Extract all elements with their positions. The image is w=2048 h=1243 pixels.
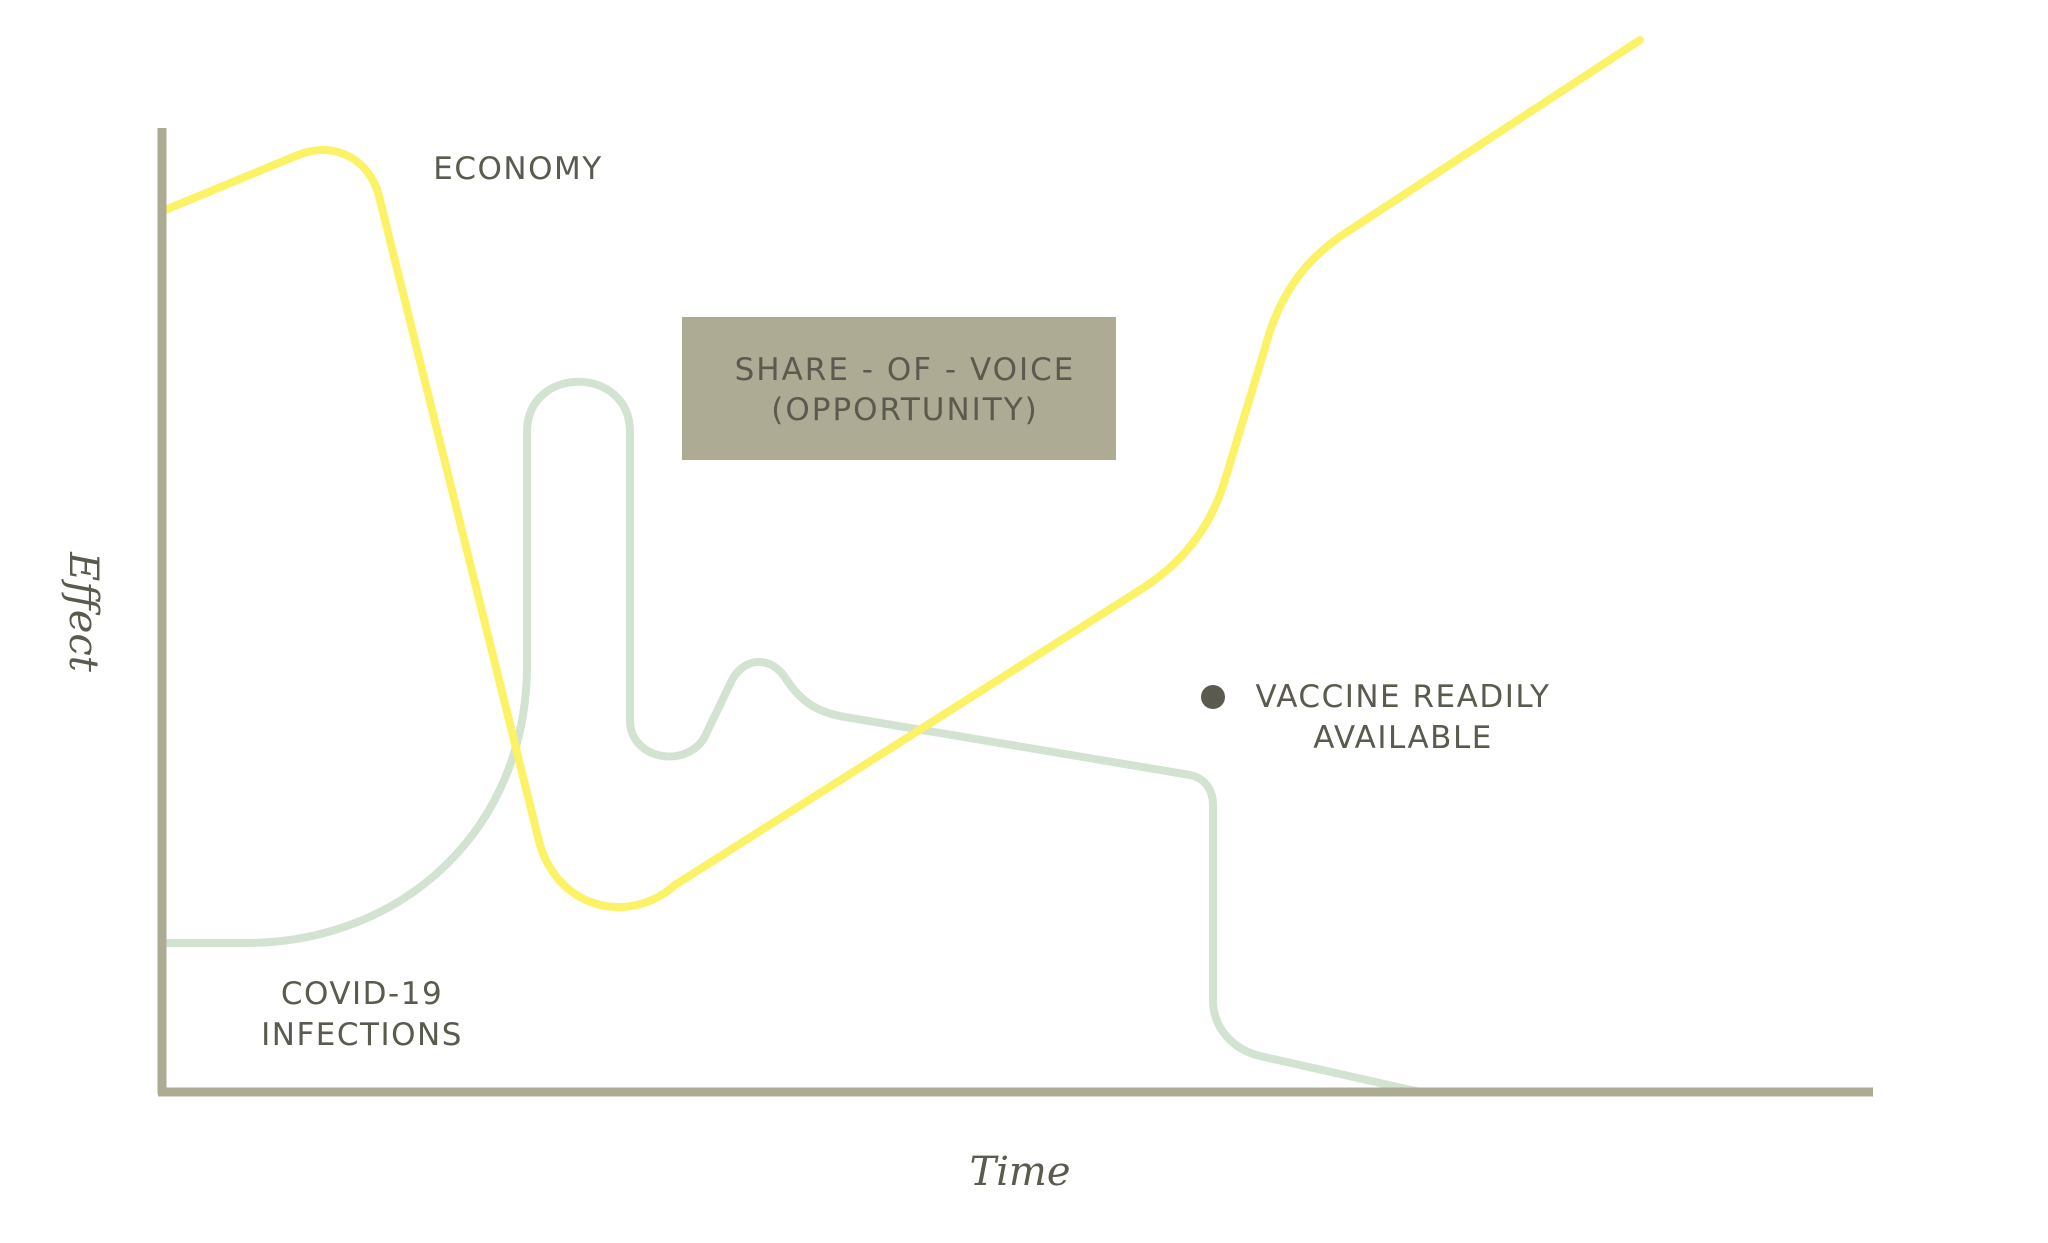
vaccine-marker-dot (1201, 685, 1225, 709)
economy-curve (161, 36, 1644, 911)
covid-infections-curve (161, 377, 1424, 1096)
covid-label-line2: INFECTIONS (261, 1017, 463, 1053)
vaccine-label-line1: VACCINE READILY (1256, 679, 1551, 715)
y-axis-title: Effect (60, 551, 106, 673)
economy-label: ECONOMY (433, 151, 602, 187)
opportunity-box (682, 317, 1116, 460)
opportunity-box-line1: SHARE - OF - VOICE (735, 352, 1076, 388)
x-axis-title: Time (969, 1149, 1070, 1195)
vaccine-label-line2: AVAILABLE (1313, 720, 1493, 756)
covid-label-line1: COVID-19 (281, 976, 443, 1012)
opportunity-box-line2: (OPPORTUNITY) (771, 392, 1039, 428)
